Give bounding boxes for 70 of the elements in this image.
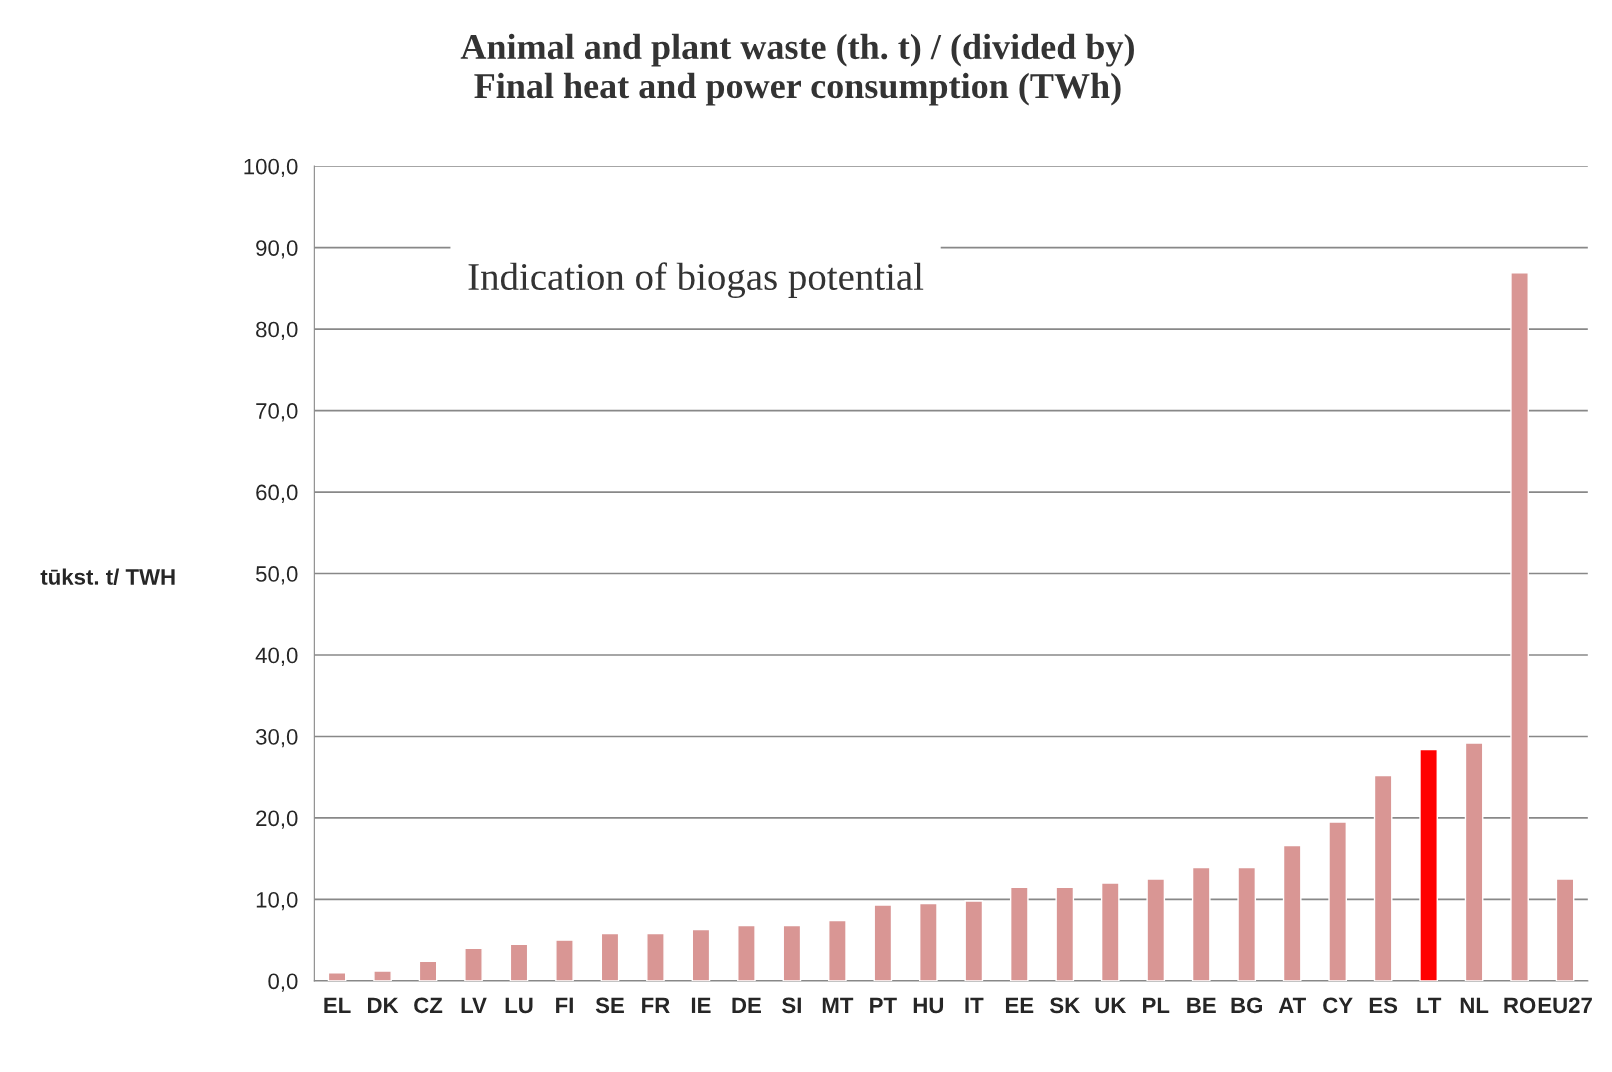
x-tick-label: DE	[732, 997, 761, 1013]
x-tick-label: LT	[1417, 997, 1442, 1013]
bar	[691, 928, 711, 981]
bar	[1510, 272, 1529, 981]
y-tick-label: 10,0	[256, 891, 298, 911]
bar	[509, 943, 529, 981]
bar	[1191, 866, 1211, 981]
x-tick-label: RO	[1504, 997, 1536, 1014]
y-tick-label: 30,0	[255, 729, 298, 748]
bar	[873, 904, 893, 981]
bar	[1055, 886, 1075, 981]
bar	[1555, 878, 1575, 981]
y-tick-label: 70,0	[256, 403, 298, 422]
x-tick-label: BE	[1187, 997, 1216, 1013]
bar	[1009, 886, 1029, 981]
y-tick-label: 20,0	[256, 810, 298, 829]
x-tick-label: IT	[965, 997, 984, 1013]
bar	[418, 960, 438, 981]
x-tick-label: FI	[556, 997, 573, 1013]
x-tick-label: EL	[324, 997, 351, 1013]
bar	[1373, 774, 1393, 981]
y-tick-label: 80,0	[256, 321, 298, 340]
bar	[600, 932, 620, 981]
bar	[464, 947, 483, 981]
x-tick-label: LU	[505, 997, 533, 1014]
bar	[1282, 844, 1302, 981]
y-tick-label: 0,0	[268, 973, 298, 992]
x-tick-label: LV	[461, 997, 487, 1013]
x-tick-label: PT	[870, 997, 897, 1013]
x-tick-label: EE	[1005, 997, 1034, 1013]
bar	[327, 972, 347, 981]
bar	[1419, 748, 1438, 981]
x-tick-label: ES	[1369, 997, 1398, 1014]
bar	[373, 970, 392, 981]
x-tick-label: CY	[1323, 997, 1353, 1014]
y-tick-label: 90,0	[256, 240, 298, 259]
x-tick-label: SE	[595, 997, 624, 1014]
bar	[964, 900, 984, 981]
x-tick-label: HU	[913, 997, 944, 1014]
x-tick-label: PL	[1143, 997, 1170, 1013]
chart-title: Animal and plant waste (th. t) / (divided by) Final heat and power consumption (TWh)	[460, 33, 1134, 106]
bar	[646, 932, 665, 981]
bar	[782, 924, 802, 981]
x-tick-label: EU27	[1538, 997, 1592, 1014]
x-tick-label: AT	[1278, 997, 1306, 1013]
bar	[1328, 821, 1348, 981]
x-tick-label: CZ	[414, 997, 443, 1014]
annotation: Indication of biogas potential	[468, 262, 924, 299]
x-tick-label: SI	[782, 997, 801, 1014]
y-tick-label: 40,0	[255, 647, 298, 666]
bar	[919, 902, 938, 981]
bar	[555, 939, 574, 981]
x-tick-label: DK	[368, 997, 399, 1013]
x-tick-label: MT	[822, 997, 854, 1013]
x-tick-label: FR	[642, 997, 670, 1013]
bar	[828, 919, 847, 981]
y-tick-label: 100,0	[244, 158, 298, 178]
bar	[1237, 866, 1257, 981]
bar	[1146, 878, 1166, 981]
bar	[1100, 882, 1120, 981]
x-tick-label: BG	[1231, 997, 1262, 1014]
x-tick-label: UK	[1095, 997, 1127, 1014]
x-tick-label: NL	[1460, 997, 1489, 1013]
x-tick-label: IE	[691, 997, 711, 1013]
x-tick-label: SK	[1049, 997, 1081, 1014]
y-tick-label: 60,0	[256, 484, 298, 503]
bar	[737, 924, 756, 981]
y-tick-label: 50,0	[256, 566, 298, 585]
bar	[1464, 742, 1484, 981]
y-axis-title: tūkst. t/ TWH	[40, 568, 175, 586]
